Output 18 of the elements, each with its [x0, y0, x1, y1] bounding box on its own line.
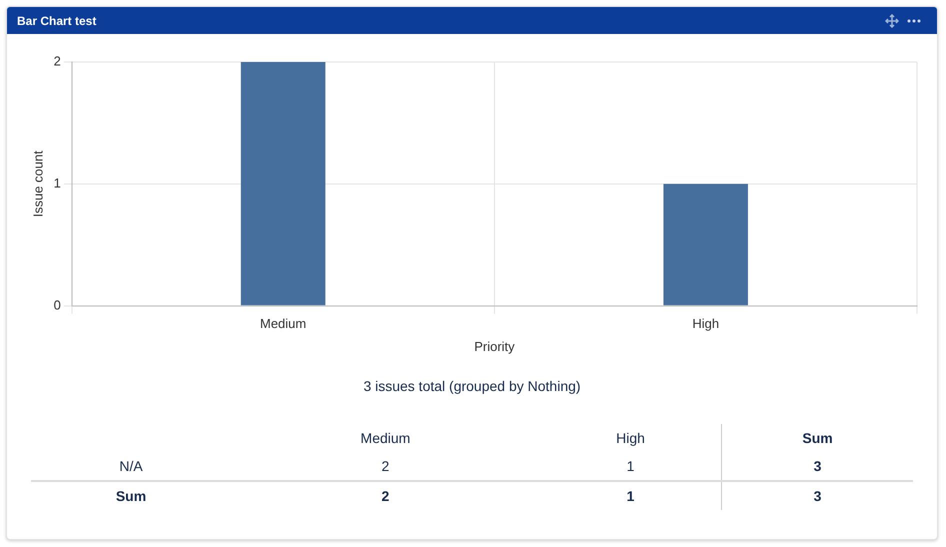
text: 3 — [814, 488, 822, 504]
data-label: 1 — [626, 457, 636, 476]
category-label: Medium — [360, 430, 410, 446]
data-label: 2 — [380, 457, 390, 476]
text: Sum — [116, 488, 146, 504]
text: 3 — [722, 452, 913, 481]
chart-title: Bar Chart test — [17, 14, 98, 28]
category-label: High — [616, 430, 645, 446]
y-axis-title: Issue count — [30, 150, 46, 218]
y-tick-label: 0 — [54, 297, 61, 312]
text: 1 — [626, 487, 636, 506]
y-tick-label: 2 — [54, 54, 61, 69]
text: 3 issues total (grouped by Nothing) — [362, 378, 582, 394]
text: N/A — [118, 457, 144, 476]
x-axis-title: Priority — [474, 338, 516, 354]
text: 2 — [380, 487, 390, 506]
text: Sum — [722, 424, 913, 452]
y-tick-label: 1 — [54, 175, 61, 190]
